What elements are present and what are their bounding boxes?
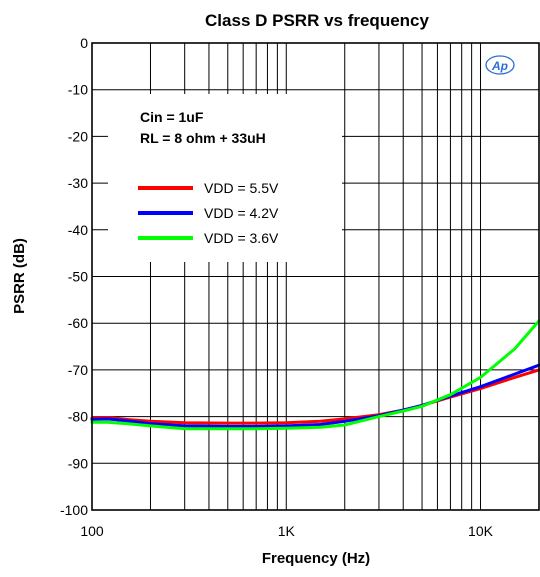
legend-box: Cin = 1uF RL = 8 ohm + 33uH VDD = 5.5V VDD … [108,94,342,262]
ap-logo: Ap [485,55,515,75]
annotation-text: Cin = 1uF [140,109,204,125]
x-tick-label: 1K [278,523,296,539]
legend-background [108,94,342,262]
y-tick-label: -20 [68,128,88,144]
y-tick-label: -10 [68,82,88,98]
annotation-text: RL = 8 ohm + 33uH [140,130,266,146]
chart-title: Class D PSRR vs frequency [205,11,429,30]
x-tick-label: 100 [80,523,104,539]
legend-label: VDD = 4.2V [204,205,279,221]
y-tick-label: -70 [68,362,88,378]
legend-label: VDD = 3.6V [204,230,279,246]
series-line-4-2 [90,363,540,428]
x-tick-label: 10K [468,523,494,539]
y-tick-label: -90 [68,455,88,471]
y-axis-label: PSRR (dB) [11,238,28,314]
logo-text: Ap [491,59,508,73]
tick-labels: 0 -10 -20 -30 -40 -50 -60 -70 -80 -90 -100 100 1K 10K [60,35,494,539]
data-series [90,319,540,431]
y-tick-label: -40 [68,222,88,238]
y-tick-label: -50 [68,269,88,285]
y-tick-label: 0 [80,35,88,51]
x-axis-label: Frequency (Hz) [262,550,370,567]
legend-label: VDD = 5.5V [204,180,279,196]
y-tick-label: -80 [68,409,88,425]
series-line-3-6 [90,319,540,431]
y-tick-label: -100 [60,502,88,518]
y-tick-label: -60 [68,315,88,331]
plot-frame [91,42,540,511]
y-tick-label: -30 [68,175,88,191]
